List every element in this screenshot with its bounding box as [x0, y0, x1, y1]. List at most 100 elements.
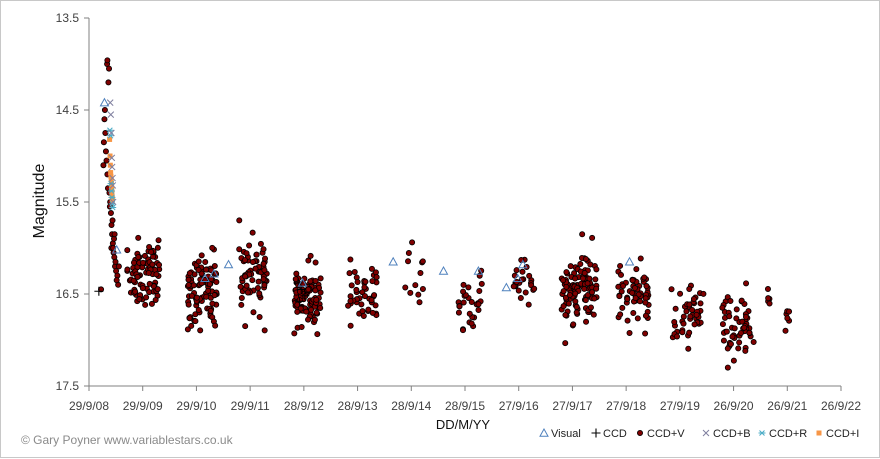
data-point-ccd [295, 296, 305, 306]
data-point-ccd-v [686, 286, 693, 293]
data-point-visual [473, 265, 484, 275]
data-point-ccd-v [572, 298, 579, 305]
data-point-ccd-v [632, 295, 639, 302]
data-point-ccd-v [573, 303, 580, 310]
data-point-ccd-v [100, 139, 107, 146]
data-point-ccd-v [579, 275, 586, 282]
data-point-ccd-b [108, 154, 116, 162]
data-point-ccd-v [146, 280, 153, 287]
data-point-ccd-v [746, 329, 753, 336]
data-point-ccd-v [630, 310, 637, 317]
data-point-ccd-v [531, 285, 538, 292]
data-point-ccd-v [213, 279, 220, 286]
data-point-ccd-v [642, 299, 649, 306]
data-point-ccd-v [243, 250, 250, 257]
data-point-visual [297, 277, 308, 287]
data-point-visual [517, 259, 528, 269]
x-tick-label: 28/9/13 [338, 399, 378, 413]
data-point-ccd-v [154, 244, 161, 251]
data-point-ccd-v [563, 269, 570, 276]
data-point-ccd-v [188, 292, 195, 299]
data-point-ccd-v [101, 116, 108, 123]
data-point-ccd-v [146, 289, 153, 296]
data-point-ccd-v [311, 316, 318, 323]
data-point-ccd-v [587, 304, 594, 311]
data-point-ccd-v [515, 287, 522, 294]
data-point-ccd-v [566, 292, 573, 299]
data-point-ccd-v [202, 259, 209, 266]
y-tick-label: 14.5 [56, 103, 80, 117]
data-point-ccd-v [668, 286, 675, 293]
x-tick-label: 27/9/16 [499, 399, 539, 413]
data-point-ccd-v [369, 278, 376, 285]
y-tick-labels: 13.5 14.5 15.5 16.5 17.5 [56, 11, 89, 393]
legend-marker [637, 429, 644, 436]
data-point-ccd-v [405, 250, 412, 257]
data-point-ccd-v [212, 322, 219, 329]
data-point-ccd-v [347, 298, 354, 305]
x-tick-label: 29/9/09 [123, 399, 163, 413]
data-point-ccd-v [475, 307, 482, 314]
data-point-ccd-v [305, 316, 312, 323]
data-point-ccd-v [570, 321, 577, 328]
data-point-visual [501, 282, 512, 292]
data-point-ccd-v [257, 240, 264, 247]
data-point-ccd-v [700, 290, 707, 297]
data-point-ccd-v [750, 339, 757, 346]
data-point-ccd-v [617, 311, 624, 318]
y-tick-label: 16.5 [56, 287, 80, 301]
data-point-ccd-v [591, 295, 598, 302]
data-point-ccd-v [685, 345, 692, 352]
legend: Visual CCD CCD+V CCD+B CCD+R CCD+I [539, 427, 859, 440]
data-point-ccd-r [109, 204, 117, 211]
data-point-ccd-v [195, 258, 202, 265]
data-point-ccd-v [242, 323, 249, 330]
legend-item-ccd-b: CCD+B [702, 428, 751, 440]
data-point-ccd-v [727, 341, 734, 348]
x-tick-label: 26/9/20 [714, 399, 754, 413]
data-point-ccd-v [624, 296, 631, 303]
data-point-ccd-v [347, 322, 354, 329]
data-point-ccd-v [134, 273, 141, 280]
data-point-ccd-v [205, 287, 212, 294]
credit-text: © Gary Poyner www.variablestars.co.uk [21, 433, 234, 447]
data-point-ccd-v [243, 282, 250, 289]
data-point-ccd-v [192, 318, 199, 325]
data-point-ccd-v [733, 315, 740, 322]
x-tick-label: 28/9/12 [284, 399, 324, 413]
data-point-ccd-v [305, 257, 312, 264]
data-point-ccd-v [198, 252, 205, 259]
data-point-ccd-v [642, 312, 649, 319]
data-point-ccd-v [203, 266, 210, 273]
data-point-ccd-v [460, 299, 467, 306]
data-point-ccd-v [146, 244, 153, 251]
data-point-ccd-v [256, 314, 263, 321]
data-point-ccd-v [312, 259, 319, 266]
legend-item-ccd: CCD [591, 428, 627, 440]
data-point-ccd-v [766, 300, 773, 307]
y-tick-label: 15.5 [56, 195, 80, 209]
data-point-ccd-v [260, 276, 267, 283]
data-point-ccd-v [249, 229, 256, 236]
data-point-ccd-r [106, 127, 114, 134]
data-point-ccd-v [351, 268, 358, 275]
data-point-ccd-v [616, 293, 623, 300]
data-point-ccd-v [371, 292, 378, 299]
data-point-ccd-v [195, 266, 202, 273]
data-point-ccd-v [348, 282, 355, 289]
data-point-ccd-v [671, 319, 678, 326]
data-point-ccd-v [252, 265, 259, 272]
data-point-ccd-v [560, 288, 567, 295]
data-point-ccd-v [581, 285, 588, 292]
data-point-ccd-i [109, 186, 115, 192]
data-point-ccd-v [782, 327, 789, 334]
data-point-ccd-v [261, 327, 268, 334]
data-point-ccd-v [584, 280, 591, 287]
data-point-ccd-v [148, 300, 155, 307]
data-point-ccd-v [784, 315, 791, 322]
data-point-ccd-v [193, 294, 200, 301]
x-tick-label: 29/9/10 [176, 399, 216, 413]
data-point-ccd-v [141, 252, 148, 259]
data-point-ccd-v [211, 262, 218, 269]
data-point-ccd-v [624, 317, 631, 324]
